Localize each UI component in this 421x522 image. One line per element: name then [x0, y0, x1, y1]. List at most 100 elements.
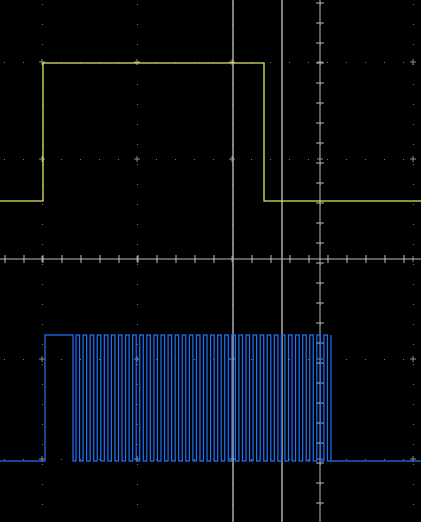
grid-dot: [99, 459, 100, 460]
grid-dot: [413, 324, 414, 325]
grid-dot: [137, 444, 138, 445]
grid-dot: [137, 4, 138, 5]
grid-dot: [327, 62, 328, 63]
grid-dot: [23, 359, 24, 360]
grid-dot: [80, 459, 81, 460]
grid-dot: [270, 62, 271, 63]
grid-dot: [80, 159, 81, 160]
grid-dot: [289, 459, 290, 460]
grid-dot: [4, 159, 5, 160]
grid-dot: [413, 184, 414, 185]
grid-dot: [413, 204, 414, 205]
channel-2-trace: [0, 334, 421, 462]
grid-dot: [137, 159, 138, 160]
grid-dot: [61, 159, 62, 160]
grid-dot: [42, 224, 43, 225]
grid-dot: [137, 384, 138, 385]
grid-dot: [137, 284, 138, 285]
grid-dot: [403, 159, 404, 160]
grid-dot: [99, 159, 100, 160]
grid-dot: [413, 424, 414, 425]
grid-dot: [137, 104, 138, 105]
grid-dot: [384, 459, 385, 460]
grid-dot: [365, 359, 366, 360]
grid-dot: [413, 484, 414, 485]
grid-dot: [308, 459, 309, 460]
grid-dot: [137, 124, 138, 125]
grid-dot: [118, 159, 119, 160]
grid-dot: [42, 304, 43, 305]
grid-dot: [42, 24, 43, 25]
grid-dot: [289, 62, 290, 63]
grid-dot: [346, 359, 347, 360]
grid-dot: [61, 359, 62, 360]
grid-dot: [213, 159, 214, 160]
grid-dot: [413, 164, 414, 165]
grid-dot: [137, 204, 138, 205]
grid-dot: [413, 144, 414, 145]
grid-dot: [4, 359, 5, 360]
grid-dot: [194, 159, 195, 160]
grid-dot: [137, 224, 138, 225]
grid-dot: [137, 344, 138, 345]
grid-dot: [365, 459, 366, 460]
grid-dot: [384, 359, 385, 360]
grid-dot: [4, 459, 5, 460]
grid-dot: [137, 64, 138, 65]
grid-dot: [42, 484, 43, 485]
grid-dot: [413, 344, 414, 345]
grid-dot: [42, 344, 43, 345]
grid-dot: [194, 359, 195, 360]
grid-dot: [137, 359, 138, 360]
grid-dot: [137, 464, 138, 465]
channel-1-waveform: [0, 62, 421, 202]
grid-dot: [413, 244, 414, 245]
grid-dot: [308, 62, 309, 63]
channel-2-waveform: [0, 334, 421, 462]
grid-dot: [42, 204, 43, 205]
grid-dot: [137, 324, 138, 325]
grid-dot: [42, 459, 43, 460]
grid-dot: [42, 44, 43, 45]
grid-dot: [137, 164, 138, 165]
grid-dot: [365, 159, 366, 160]
grid-dot: [251, 459, 252, 460]
grid-dot: [413, 84, 414, 85]
grid-dot: [346, 159, 347, 160]
grid-dot: [23, 459, 24, 460]
grid-dot: [137, 44, 138, 45]
grid-dot: [42, 404, 43, 405]
grid-dot: [346, 62, 347, 63]
grid-dot: [365, 62, 366, 63]
grid-dot: [413, 264, 414, 265]
grid-dot: [413, 364, 414, 365]
grid-dot: [4, 62, 5, 63]
grid-dot: [137, 244, 138, 245]
grid-dot: [42, 284, 43, 285]
grid-dot: [346, 459, 347, 460]
grid-dot: [42, 324, 43, 325]
grid-dot: [251, 359, 252, 360]
grid-dot: [137, 184, 138, 185]
grid-dot: [289, 159, 290, 160]
grid-dot: [413, 4, 414, 5]
grid-dot: [413, 384, 414, 385]
grid-dot: [289, 359, 290, 360]
grid-dot: [137, 84, 138, 85]
grid-dot: [308, 159, 309, 160]
grid-dot: [137, 264, 138, 265]
grid-dot: [413, 64, 414, 65]
grid-dot: [137, 24, 138, 25]
grid-dot: [137, 459, 138, 460]
grid-dot: [327, 159, 328, 160]
grid-dot: [413, 44, 414, 45]
grid-dot: [156, 159, 157, 160]
grid-dot: [42, 359, 43, 360]
grid-dot: [413, 24, 414, 25]
grid-dot: [413, 444, 414, 445]
grid-dot: [413, 304, 414, 305]
grid-dot: [42, 244, 43, 245]
channel-1-trace: [0, 62, 421, 202]
grid-dot: [413, 124, 414, 125]
